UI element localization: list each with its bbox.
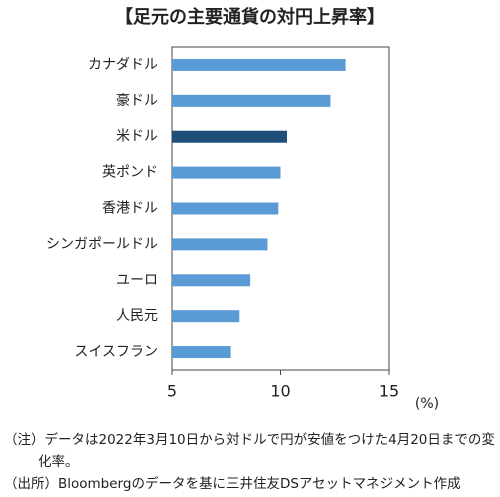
y-tick-label: 英ポンド <box>102 164 158 181</box>
bar <box>172 94 331 107</box>
chart: 【足元の主要通貨の対円上昇率】 (%) 5 10 15 カナダドル豪ドル米ドル英ポンド… <box>46 6 439 412</box>
x-tick-label: 5 <box>167 382 177 401</box>
y-tick-label: 人民元 <box>116 308 158 324</box>
bar <box>172 130 288 143</box>
y-tick-label: カナダドル <box>88 57 158 73</box>
bar <box>172 310 240 323</box>
y-tick-label: スイスフラン <box>74 344 158 360</box>
bar <box>172 202 279 215</box>
source: （出所）Bloombergのデータを基に三井住友DSアセットマネジメント作成 <box>4 476 461 492</box>
y-tick-label: 豪ドル <box>116 93 158 109</box>
x-axis-label: (%) <box>415 396 439 412</box>
note: （注）データは2022年3月10日から対ドルで円が安値をつけた4月20日までの変… <box>4 432 495 470</box>
y-tick-label: 米ドル <box>116 129 158 145</box>
x-tick-label: 15 <box>379 382 399 401</box>
bar <box>172 238 268 251</box>
x-tick-label: 10 <box>270 382 290 401</box>
bar <box>172 346 231 359</box>
bar <box>172 166 281 179</box>
chart-title: 【足元の主要通貨の対円上昇率】 <box>115 6 385 28</box>
bar <box>172 58 346 71</box>
bar <box>172 274 251 287</box>
y-tick-label: ユーロ <box>116 272 158 288</box>
y-tick-label: 香港ドル <box>102 201 158 217</box>
y-tick-label: シンガポールドル <box>46 236 158 252</box>
